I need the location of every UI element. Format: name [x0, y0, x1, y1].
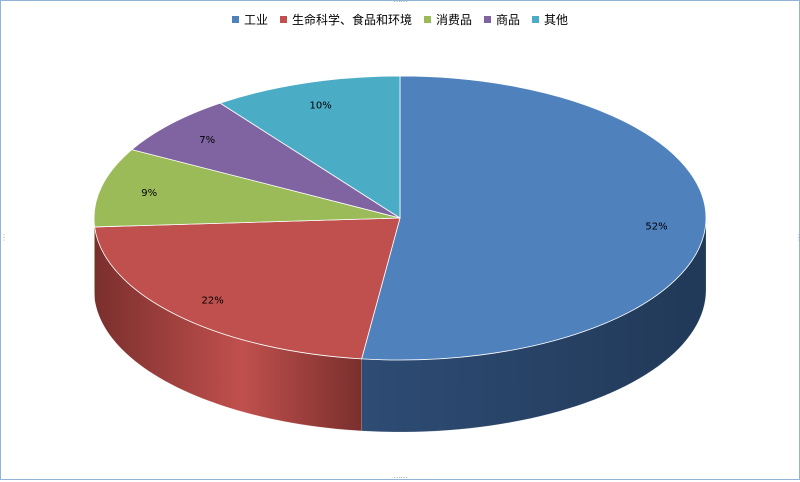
pie-side-consumer-goods	[93, 218, 95, 299]
legend-label-commodities: 商品	[496, 12, 521, 27]
legend-label-consumer-goods: 消费品	[435, 12, 472, 27]
bottom-resize-handle[interactable]: ⋯⋯	[393, 473, 408, 482]
legend-swatch-consumer-goods	[423, 15, 431, 23]
pie-slice-life-sciences[interactable]	[94, 217, 401, 360]
legend-swatch-commodities	[484, 15, 491, 23]
pie-slice-other[interactable]	[219, 75, 401, 219]
data-label-commodities: 7%	[199, 135, 215, 146]
legend-item-industry: 工业	[231, 11, 268, 28]
pie-slice-industry[interactable]	[361, 75, 707, 361]
data-label-industry: 52%	[645, 222, 667, 233]
legend-swatch-other	[532, 15, 540, 23]
legend-swatch-industry	[231, 15, 239, 23]
pie-slice-commodities[interactable]	[130, 102, 401, 219]
legend-item-other: 其他	[532, 11, 568, 28]
data-label-consumer-goods: 9%	[141, 188, 157, 199]
data-label-life-sciences: 22%	[201, 296, 223, 307]
left-resize-handle[interactable]: ⋮	[0, 233, 8, 242]
legend-label-industry: 工业	[243, 12, 268, 27]
chart-legend: 工业 生命科学、食品和环境 消费品 商品 其他	[0, 9, 800, 29]
right-resize-handle[interactable]: ⋮	[795, 233, 800, 242]
legend-label-life-sciences: 生命科学、食品和环境	[291, 12, 412, 27]
top-resize-handle[interactable]: ⋯⋯	[393, 0, 408, 6]
legend-item-commodities: 商品	[484, 11, 520, 28]
legend-label-other: 其他	[544, 12, 569, 27]
legend-item-consumer-goods: 消费品	[423, 11, 472, 28]
data-label-other: 10%	[309, 101, 331, 112]
legend-item-life-sciences: 生命科学、食品和环境	[279, 11, 412, 28]
pie-slice-consumer-goods[interactable]	[93, 149, 401, 228]
legend-swatch-life-sciences	[279, 15, 287, 23]
